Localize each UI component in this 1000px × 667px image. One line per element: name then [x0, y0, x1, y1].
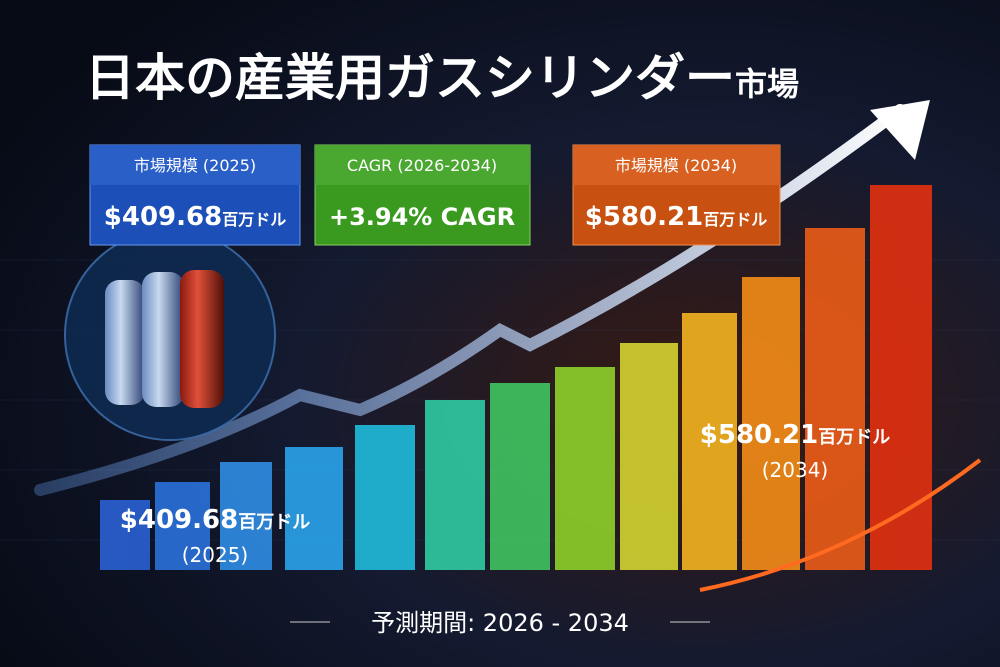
title: 日本の産業用ガスシリンダー市場 [85, 49, 799, 107]
annotation-number: $580.21 [700, 420, 818, 450]
annotation-value: $409.68百万ドル [120, 505, 310, 535]
card: 市場規模 (2025) $409.68百万ドル [89, 144, 301, 246]
annotation-value: $580.21百万ドル [700, 420, 890, 450]
bar [682, 313, 737, 570]
bar [220, 462, 272, 570]
bar [100, 500, 150, 570]
footer: 予測期間: 2026 - 2034 [371, 609, 629, 637]
bar [425, 400, 485, 570]
annotation-number: $409.68 [120, 505, 238, 535]
bar [805, 228, 865, 570]
annotation-year: (2034) [762, 458, 829, 482]
card-label: 市場規模 (2034) [615, 156, 737, 175]
glow-arrow [699, 458, 982, 592]
card-label: CAGR (2026-2034) [347, 156, 497, 175]
cylinders [64, 229, 276, 441]
bar [490, 383, 550, 570]
bar [620, 343, 678, 570]
bar [742, 277, 800, 570]
card: 市場規模 (2034) $580.21百万ドル [572, 144, 781, 246]
card-label: 市場規模 (2025) [134, 156, 256, 175]
bar [155, 482, 210, 570]
card: CAGR (2026-2034) +3.94% CAGR [314, 144, 531, 246]
card-unit: 百万ドル [703, 210, 767, 229]
annotation-unit: 百万ドル [238, 512, 310, 533]
annotation-unit: 百万ドル [818, 427, 890, 448]
bar [870, 185, 932, 570]
title-main: 日本の産業用ガスシリンダー [85, 49, 735, 107]
bars [100, 185, 932, 570]
card-unit: 百万ドル [222, 210, 286, 229]
card-value: +3.94% CAGR [329, 203, 515, 231]
arrow-head [870, 100, 930, 160]
card-value: $580.21百万ドル [585, 202, 767, 232]
card-number: $580.21 [585, 202, 703, 232]
card-number: $409.68 [104, 202, 222, 232]
card-value: $409.68百万ドル [104, 202, 286, 232]
bar [355, 425, 415, 570]
annotation-year: (2025) [182, 543, 249, 567]
bar [285, 447, 343, 570]
title-suffix: 市場 [735, 65, 799, 103]
bar [555, 367, 615, 570]
